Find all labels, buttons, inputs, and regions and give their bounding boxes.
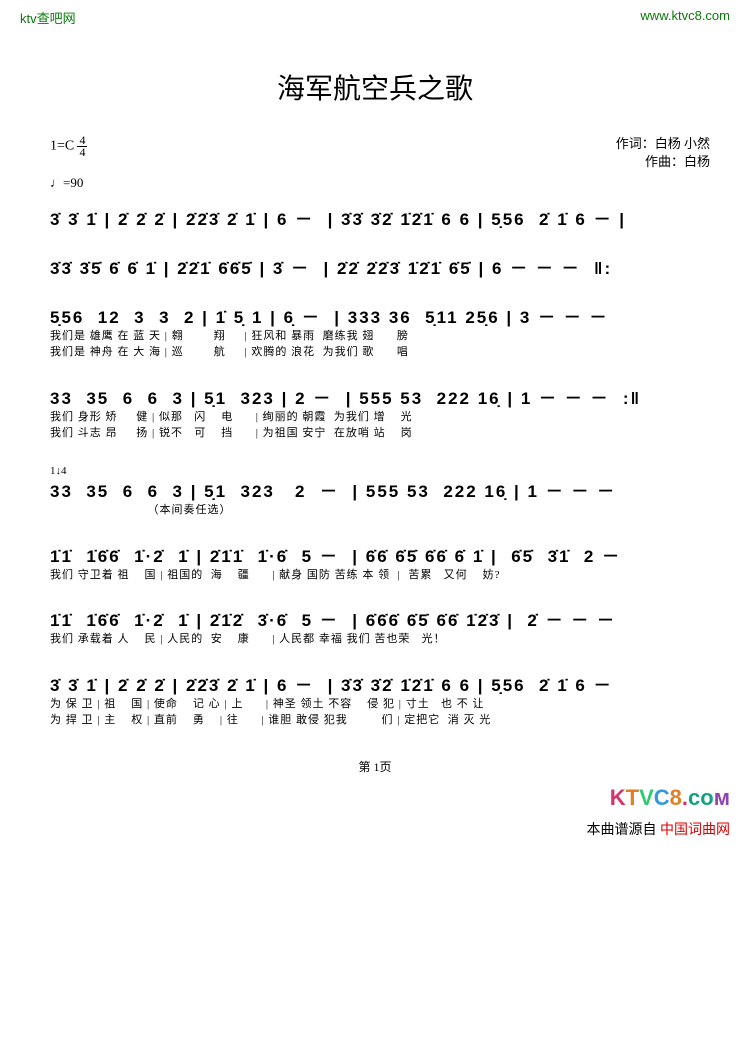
lyrics-row-1: 为 保 卫 | 祖 国 | 使命 记 心 | 上 | 神圣 领土 不容 侵 犯 … [50, 697, 710, 712]
lyrics-row-2: 我们 斗志 昂 扬 | 锐不 可 挡 | 为祖国 安宁 在放哨 站 岗 [50, 426, 710, 441]
lyrics-row-1: 我们是 雄鹰 在 蓝 天 | 翱 翔 | 狂风和 暴雨 磨练我 翅 膀 [50, 329, 710, 344]
source-label: 本曲谱源自 [587, 823, 657, 838]
lyrics-row-2: 为 捍 卫 | 主 权 | 直前 勇 | 往 | 谁胆 敢侵 犯我 们 | 定把… [50, 713, 710, 728]
lyrics-row-2: 我们是 神舟 在 大 海 | 巡 航 | 欢腾的 浪花 为我们 歌 唱 [50, 345, 710, 360]
lyricist-credit: 作词：白杨 小然 [616, 135, 710, 153]
lyrics-row-1: 我们 守卫着 祖 国 | 祖国的 海 疆 | 献身 国防 苦练 本 领 | 苦累… [50, 568, 710, 583]
staff-line-8: 3̇ 3̇ 1̇ | 2̇ 2̇ 2̇ | 2̇2̇3̇ 2̇ 1̇ | 6 －… [50, 671, 710, 728]
notes-row: 5̣56 12 3 3 2 | 1̇ 5̣ 1 | 6̣ － | 333 36 … [50, 303, 710, 328]
site-url-right: www.ktvc8.com [640, 8, 730, 27]
staff-line-3: 5̣56 12 3 3 2 | 1̇ 5̣ 1 | 6̣ － | 333 36 … [50, 303, 710, 360]
source-name: 中国词曲网 [660, 823, 730, 838]
lyrics-row-1: 我们 承载着 人 民 | 人民的 安 康 | 人民都 幸福 我们 苦也荣 光！ [50, 632, 710, 647]
source-footer: 本曲谱源自 中国词曲网 [0, 819, 750, 847]
staff-line-6: 1̇1̇ 1̇6̇6̇ 1̇·2̇ 1̇ | 2̇1̇1̇ 1̇·6̇ 5 － … [50, 542, 710, 583]
staff-line-4: 33 35 6 6 3 | 5̣1 323 | 2 － | 555 53 222… [50, 384, 710, 441]
notes-row: 3̇ 3̇ 1̇ | 2̇ 2̇ 2̇ | 2̇2̇3̇ 2̇ 1̇ | 6 －… [50, 205, 710, 230]
notes-row: 3̇3̇ 3̇5̇ 6̇ 6̇ 1̇ | 2̇2̇1̇ 6̇6̇5̇ | 3̇ … [50, 254, 710, 279]
page-header: ktv查吧网 www.ktvc8.com [0, 0, 750, 27]
page-footer: KTVC8.ᴄᴏᴍ [0, 775, 750, 819]
key-signature: 1=C 4 4 [50, 135, 87, 171]
credits: 作词：白杨 小然 作曲：白杨 [616, 135, 710, 171]
tempo-marking: ♩=90 [0, 175, 750, 191]
interlude-label: （本间奏任选） [50, 503, 710, 518]
lyrics-row-1: 我们 身形 矫 健 | 似那 闪 电 | 绚丽的 朝霞 为我们 增 光 [50, 410, 710, 425]
repeat-marker: 1↓4 [50, 465, 710, 477]
notes-row: 1̇1̇ 1̇6̇6̇ 1̇·2̇ 1̇ | 2̇1̇1̇ 1̇·6̇ 5 － … [50, 542, 710, 567]
notes-row: 33 35 6 6 3 | 5̣1 323 2 － | 555 53 222 1… [50, 477, 710, 502]
time-signature: 4 4 [77, 135, 87, 158]
staff-line-5: 1↓4 33 35 6 6 3 | 5̣1 323 2 － | 555 53 2… [50, 465, 710, 518]
composer-credit: 作曲：白杨 [616, 153, 710, 171]
score-body: 3̇ 3̇ 1̇ | 2̇ 2̇ 2̇ | 2̇2̇3̇ 2̇ 1̇ | 6 －… [0, 205, 750, 728]
staff-line-1: 3̇ 3̇ 1̇ | 2̇ 2̇ 2̇ | 2̇2̇3̇ 2̇ 1̇ | 6 －… [50, 205, 710, 230]
site-name-left: ktv查吧网 [20, 8, 76, 27]
staff-line-2: 3̇3̇ 3̇5̇ 6̇ 6̇ 1̇ | 2̇2̇1̇ 6̇6̇5̇ | 3̇ … [50, 254, 710, 279]
source-attribution: 本曲谱源自 中国词曲网 [587, 819, 731, 839]
staff-line-7: 1̇1̇ 1̇6̇6̇ 1̇·2̇ 1̇ | 2̇1̇2̇ 3̇·6̇ 5 － … [50, 606, 710, 647]
ktvc8-logo: KTVC8.ᴄᴏᴍ [610, 785, 730, 811]
notes-row: 3̇ 3̇ 1̇ | 2̇ 2̇ 2̇ | 2̇2̇3̇ 2̇ 1̇ | 6 －… [50, 671, 710, 696]
song-title: 海军航空兵之歌 [0, 67, 750, 107]
page-number: 第 1页 [0, 758, 750, 775]
meta-row: 1=C 4 4 作词：白杨 小然 作曲：白杨 [0, 135, 750, 171]
notes-row: 33 35 6 6 3 | 5̣1 323 | 2 － | 555 53 222… [50, 384, 710, 409]
notes-row: 1̇1̇ 1̇6̇6̇ 1̇·2̇ 1̇ | 2̇1̇2̇ 3̇·6̇ 5 － … [50, 606, 710, 631]
